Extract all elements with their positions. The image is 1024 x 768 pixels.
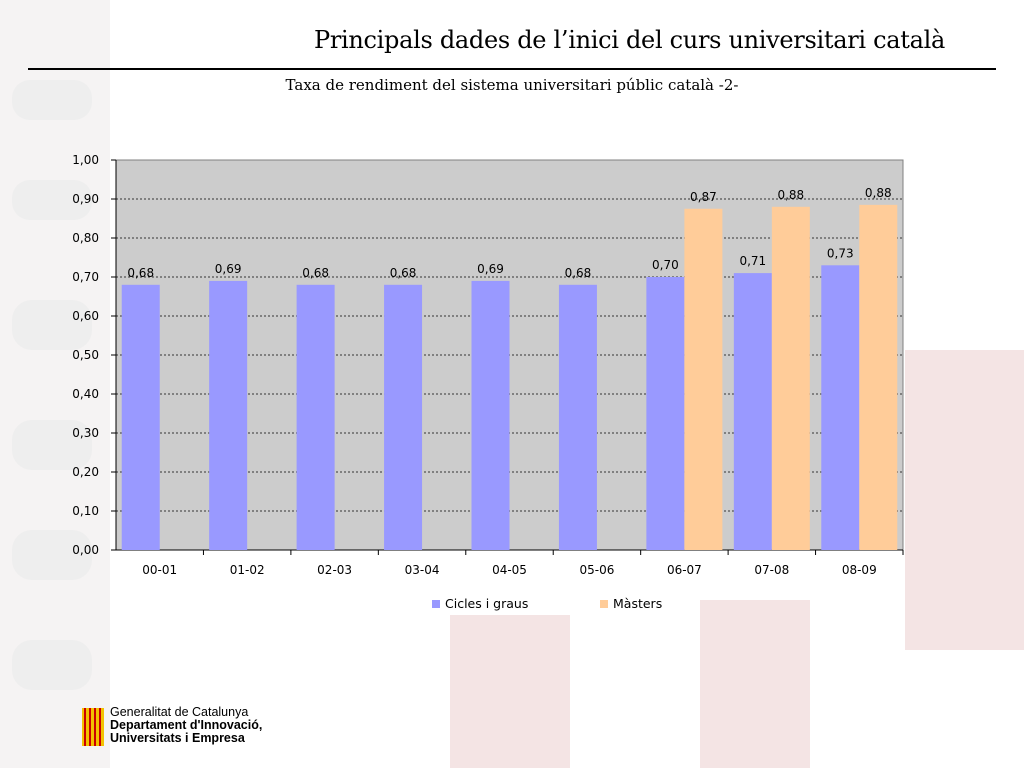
bar-cicles-i-graus [121,284,160,550]
x-tick-label: 04-05 [492,563,527,577]
data-label: 0,68 [390,266,417,280]
catalan-flag-icon [82,708,104,746]
y-tick-label: 0,30 [72,426,99,440]
bar-cicles-i-graus [209,280,248,550]
y-tick-label: 0,20 [72,465,99,479]
data-label: 0,70 [652,258,679,272]
chart-title: Taxa de rendiment del sistema universita… [285,76,739,94]
legend-box [424,593,694,615]
legend-label: Màsters [613,596,662,611]
x-tick-label: 01-02 [230,563,265,577]
title-divider [28,68,996,70]
x-tick-label: 02-03 [317,563,352,577]
logo-line-universities: Universitats i Empresa [110,731,245,745]
data-label: 0,88 [777,188,804,202]
y-tick-label: 0,40 [72,387,99,401]
legend-swatch [600,600,608,608]
x-tick-label: 00-01 [142,563,177,577]
x-tick-label: 06-07 [667,563,702,577]
y-tick-label: 0,50 [72,348,99,362]
data-label: 0,87 [690,190,717,204]
data-label: 0,73 [827,246,854,260]
data-label: 0,71 [739,254,766,268]
data-label: 0,69 [477,262,504,276]
bar-masters [859,204,898,550]
bar-cicles-i-graus [821,265,860,550]
bar-cicles-i-graus [558,284,597,550]
x-tick-label: 03-04 [405,563,440,577]
bar-cicles-i-graus [296,284,335,550]
y-tick-label: 1,00 [72,153,99,167]
y-tick-label: 0,60 [72,309,99,323]
legend-label: Cicles i graus [445,596,528,611]
x-tick-label: 07-08 [754,563,789,577]
y-tick-label: 0,70 [72,270,99,284]
bar-cicles-i-graus [384,284,423,550]
data-label: 0,68 [565,266,592,280]
y-tick-label: 0,00 [72,543,99,557]
y-tick-label: 0,80 [72,231,99,245]
bar-cicles-i-graus [471,280,510,550]
data-label: 0,68 [302,266,329,280]
y-tick-label: 0,90 [72,192,99,206]
x-tick-label: 08-09 [842,563,877,577]
bar-cicles-i-graus [646,277,685,550]
generalitat-logo: Generalitat de Catalunya Departament d'I… [82,706,282,750]
logo-line-generalitat: Generalitat de Catalunya [110,705,249,719]
slide-title: Principals dades de l’inici del curs uni… [313,26,945,54]
logo-line-department: Departament d'Innovació, [110,718,263,732]
x-tick-label: 05-06 [580,563,615,577]
bar-masters [684,208,723,550]
data-label: 0,88 [865,186,892,200]
legend-swatch [432,600,440,608]
bar-cicles-i-graus [733,273,772,550]
y-tick-label: 0,10 [72,504,99,518]
data-label: 0,68 [127,266,154,280]
bar-masters [771,206,810,551]
data-label: 0,69 [215,262,242,276]
